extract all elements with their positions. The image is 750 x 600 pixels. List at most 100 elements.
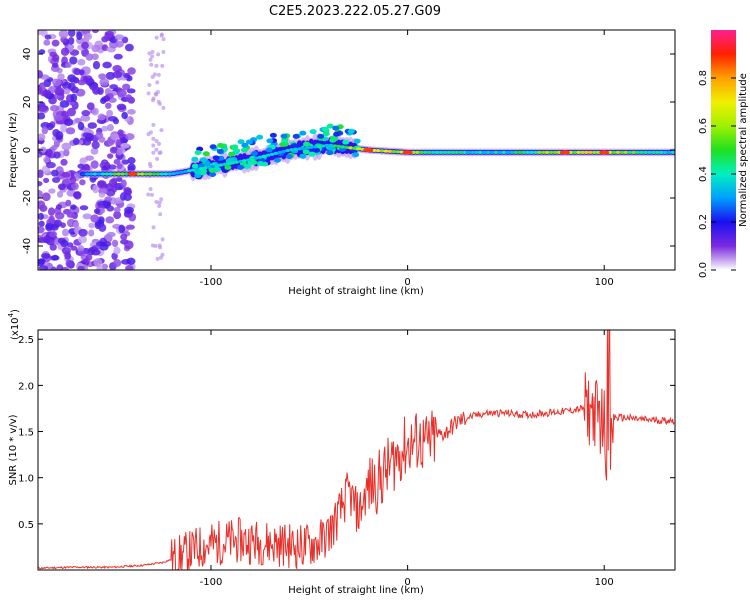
- heatmap-core: [446, 150, 452, 154]
- heatmap-speckle: [124, 240, 134, 250]
- heatmap-core: [572, 150, 578, 154]
- heatmap-blob: [226, 157, 234, 163]
- heatmap-core: [289, 148, 295, 152]
- heatmap-core: [96, 172, 102, 176]
- heatmap-core: [253, 156, 259, 160]
- heatmap-core: [324, 143, 330, 148]
- heatmap-speckle: [126, 88, 136, 94]
- heatmap-speckle: [38, 169, 44, 179]
- heatmap-core: [411, 150, 417, 154]
- heatmap-blob: [285, 154, 293, 160]
- heatmap-speckle: [43, 177, 50, 184]
- snr-y-multiplier: (x104): [7, 309, 21, 340]
- heatmap-speckle: [81, 110, 91, 117]
- heatmap-speckle: [93, 258, 103, 267]
- heatmap-core: [615, 150, 621, 154]
- heatmap-speckle: [102, 61, 112, 69]
- heatmap-speckle: [38, 220, 45, 227]
- heatmap-speckle: [60, 123, 68, 133]
- snr-multiplier-exp: 4: [7, 312, 15, 317]
- heatmap-core: [328, 143, 334, 148]
- heatmap-core: [481, 150, 487, 154]
- heatmap-speckle: [161, 105, 166, 110]
- heatmap-speckle: [92, 60, 101, 70]
- heatmap-speckle: [97, 216, 105, 225]
- heatmap-speckle: [51, 176, 61, 184]
- heatmap-speckle: [77, 265, 85, 270]
- heatmap-speckle: [113, 53, 123, 60]
- heatmap-core: [151, 172, 157, 176]
- heatmap-speckle: [159, 255, 164, 260]
- heatmap-speckle: [97, 113, 106, 121]
- heatmap-core: [666, 150, 672, 154]
- heatmap-blob: [303, 141, 311, 147]
- heatmap-x-tick-label: 100: [595, 277, 614, 288]
- heatmap-core: [202, 166, 208, 170]
- heatmap-speckle: [66, 107, 76, 117]
- heatmap-blob: [322, 131, 330, 137]
- heatmap-speckle: [77, 58, 86, 66]
- heatmap-blob: [240, 147, 248, 153]
- heatmap-speckle: [122, 83, 131, 91]
- heatmap-core: [293, 147, 299, 151]
- heatmap-core: [497, 150, 503, 154]
- snr-x-tick-label: 100: [595, 577, 614, 588]
- heatmap-speckle: [161, 37, 166, 42]
- heatmap-speckle: [114, 34, 124, 40]
- heatmap-core: [477, 150, 483, 154]
- heatmap-hotspot: [127, 172, 138, 176]
- heatmap-speckle: [146, 192, 151, 197]
- heatmap-blob: [353, 138, 361, 144]
- heatmap-core: [238, 159, 244, 163]
- heatmap-speckle: [115, 138, 123, 148]
- colorbar-gradient: [711, 30, 736, 270]
- heatmap-core: [469, 150, 475, 154]
- heatmap-speckle: [57, 73, 65, 81]
- heatmap-speckle: [81, 41, 89, 50]
- heatmap-speckle: [61, 81, 72, 90]
- heatmap-blob: [191, 163, 199, 169]
- heatmap-core: [513, 150, 519, 154]
- snr-frame: [37, 329, 676, 571]
- colorbar-label: Normalized spectral amplitude: [738, 73, 749, 227]
- heatmap-core: [147, 172, 153, 176]
- heatmap-speckle: [124, 206, 134, 214]
- heatmap-speckle: [56, 190, 64, 198]
- heatmap-core: [123, 172, 129, 176]
- heatmap-speckle: [111, 252, 118, 261]
- heatmap-core: [509, 150, 515, 154]
- heatmap-speckle: [85, 53, 94, 61]
- heatmap-x-ticks: -100 0 100: [200, 30, 614, 288]
- heatmap-core: [556, 150, 562, 154]
- heatmap-speckle: [153, 243, 158, 248]
- heatmap-hotspot: [599, 150, 610, 155]
- heatmap-speckle: [92, 30, 99, 34]
- heatmap-core: [607, 150, 613, 154]
- heatmap-core: [576, 150, 582, 154]
- heatmap-speckle: [77, 235, 88, 244]
- heatmap-speckle: [113, 206, 121, 213]
- heatmap-blob: [241, 142, 249, 148]
- heatmap-speckle: [69, 175, 77, 185]
- heatmap-speckle: [121, 111, 128, 120]
- heatmap-core: [568, 150, 574, 154]
- heatmap-speckle: [38, 49, 46, 55]
- heatmap-core: [352, 146, 358, 150]
- heatmap-core: [639, 150, 645, 154]
- heatmap-blob: [347, 128, 355, 134]
- snr-y-tick-label: 1.0: [18, 474, 34, 485]
- heatmap-speckle: [119, 192, 127, 201]
- heatmap-blob: [248, 159, 256, 165]
- heatmap-speckle: [72, 137, 80, 146]
- heatmap-speckle: [127, 67, 136, 75]
- heatmap-speckle: [57, 183, 66, 191]
- heatmap-speckle: [157, 243, 162, 248]
- heatmap-speckle: [73, 221, 80, 229]
- heatmap-speckle: [100, 97, 107, 104]
- snr-y-tick-label: 0.5: [18, 520, 34, 531]
- heatmap-speckle: [125, 94, 133, 103]
- heatmap-speckle: [61, 228, 70, 237]
- heatmap-speckle: [116, 103, 127, 111]
- snr-y-tick-label: 2.5: [18, 335, 34, 346]
- heatmap-speckle: [150, 98, 155, 103]
